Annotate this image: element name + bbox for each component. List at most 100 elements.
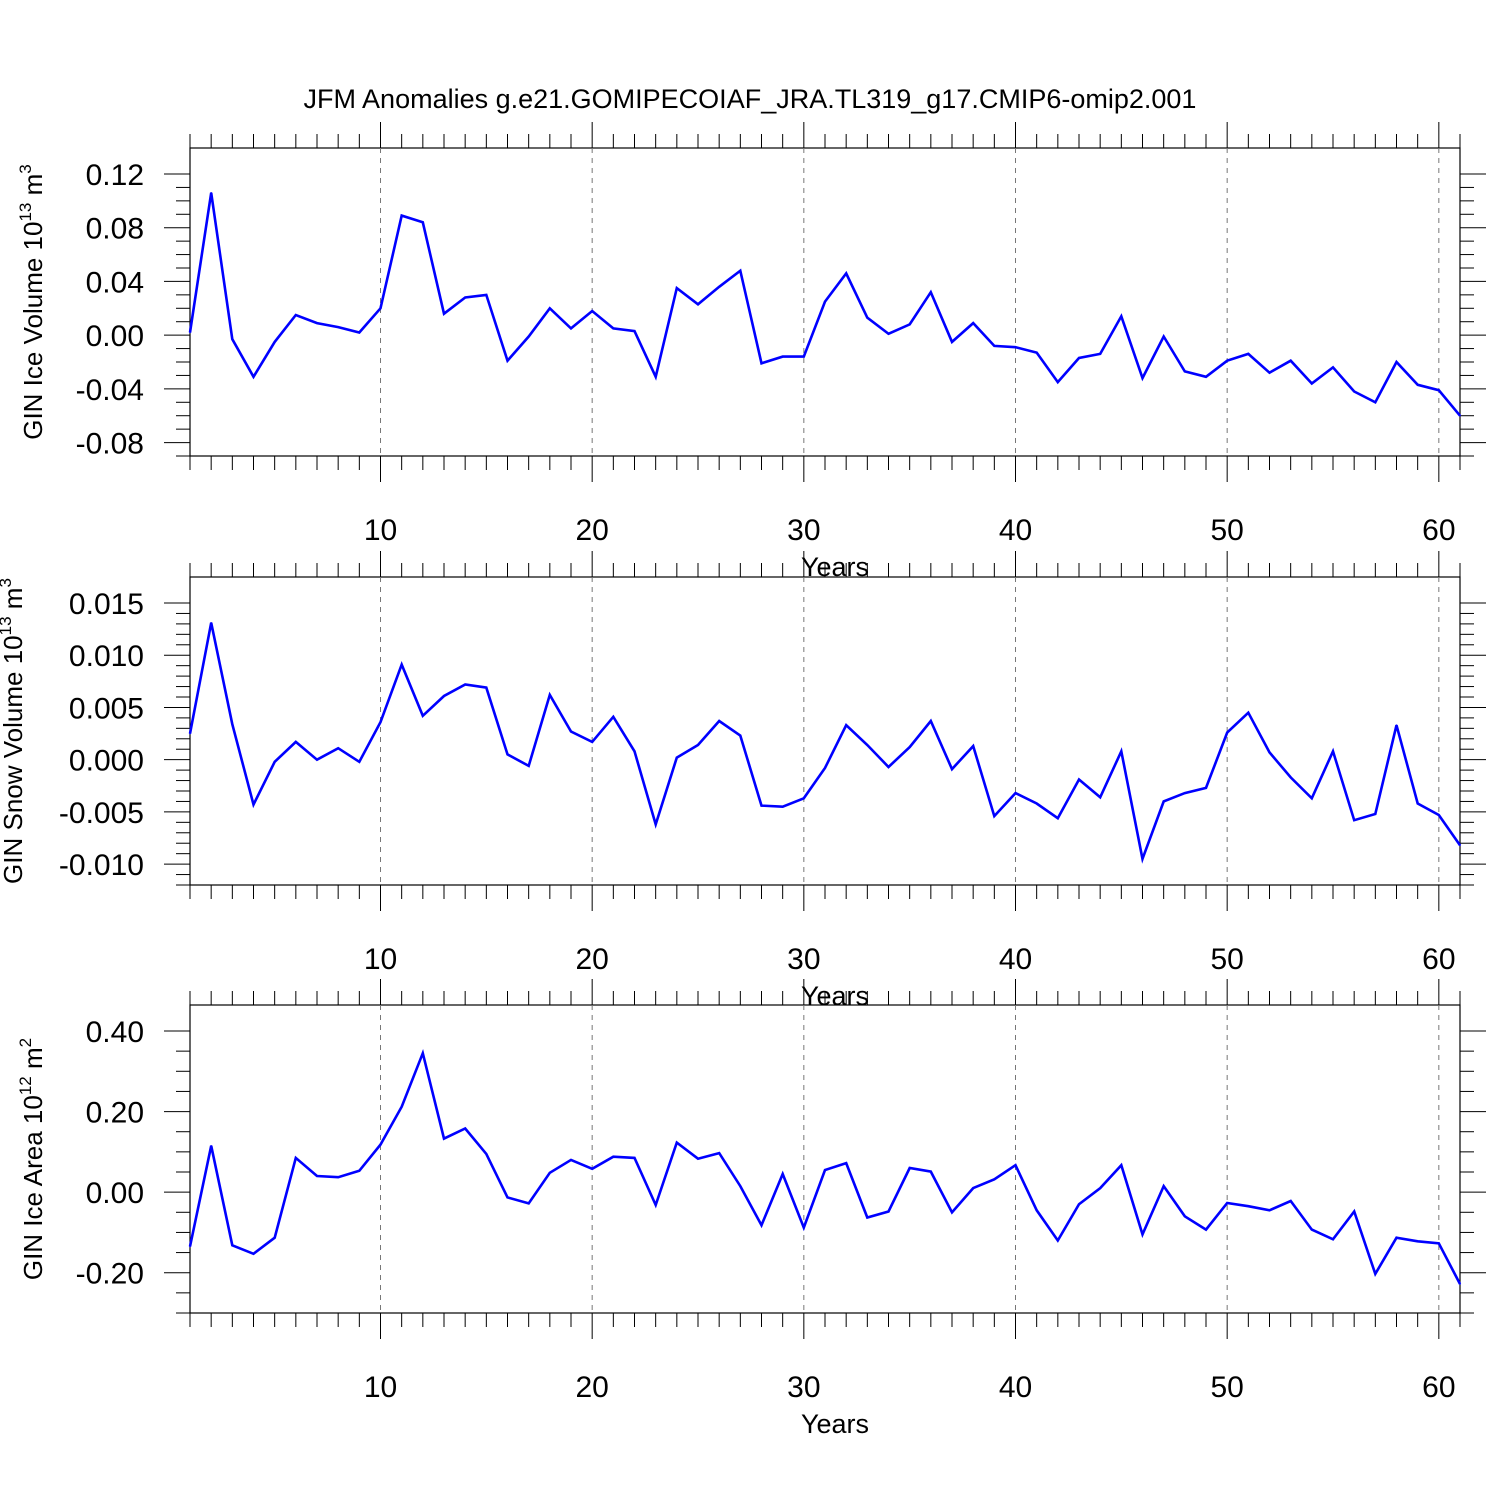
data-point [549,1172,551,1174]
data-point [781,355,784,358]
data-point [951,341,953,343]
x-tick-label: 40 [999,1371,1032,1404]
y-tick-label: 0.00 [86,320,144,353]
x-tick-label: 10 [364,943,397,976]
y-tick-label: 0.12 [86,159,144,192]
data-point [1247,711,1250,714]
data-point [1353,1210,1355,1213]
data-point [422,715,424,717]
data-point [1141,858,1144,860]
data-point [1099,1187,1101,1189]
data-point [1141,1233,1144,1236]
data-point [1289,776,1292,779]
data-point [972,745,974,747]
data-point [739,734,742,737]
data-point [718,720,720,722]
x-tick-label: 30 [787,943,820,976]
y-axis-label-exponent: 13 [0,616,15,635]
data-point [1184,792,1186,794]
x-tick-label: 30 [787,1371,820,1404]
data-point [1332,366,1334,369]
data-point [972,322,974,324]
data-point [697,303,699,306]
data-point [1057,1239,1059,1242]
data-point [422,221,424,224]
data-point [443,1137,445,1140]
data-point [760,1224,763,1226]
x-tick-label: 40 [999,514,1032,547]
data-point [1014,792,1017,794]
data-point [1247,1205,1250,1208]
data-point [1057,381,1059,383]
data-point [337,747,339,749]
data-point [422,1052,424,1054]
data-point [295,314,297,316]
data-point [1416,1240,1419,1243]
data-point [400,663,403,666]
data-point [337,326,339,328]
data-point [358,1169,361,1172]
data-point [252,803,255,806]
data-point [718,286,720,288]
data-point [485,294,488,296]
data-point [887,1210,890,1213]
data-point [1078,778,1080,781]
data-point [1416,384,1419,386]
data-point [1416,802,1419,805]
data-point [908,1167,911,1169]
data-point [1374,813,1377,815]
y-tick-label: 0.000 [69,745,144,778]
data-point [316,322,318,324]
x-tick-label: 60 [1422,1371,1455,1404]
data-point [464,296,466,299]
data-point [739,269,742,272]
data-point [1247,353,1250,355]
data-point [337,1176,339,1179]
data-point [1120,315,1123,318]
x-tick-label: 40 [999,943,1032,976]
data-point [1120,1164,1123,1166]
data-point [633,330,636,332]
data-point [485,686,488,689]
data-point [1374,1273,1377,1275]
x-axis-label: Years [801,981,869,1011]
data-point [316,758,318,761]
data-point [464,1127,466,1130]
y-tick-label: -0.005 [59,797,144,830]
data-point [1438,1242,1440,1245]
data-point [506,359,509,362]
data-point [951,768,953,770]
data-point [1057,817,1059,819]
data-point [908,323,911,326]
data-point [1205,787,1207,789]
panel-ice-volume: 10 20 30 40 50 60-0.08-0.040.000.040.080.12Ye… [16,122,1486,582]
data-point [506,1196,509,1199]
data-point [1459,1283,1461,1285]
y-tick-label: 0.015 [69,588,144,621]
data-point [295,1157,297,1159]
y-axis-label-unit [18,195,48,202]
data-point [1078,1203,1080,1206]
data-point [527,765,530,767]
data-point [1162,335,1165,338]
data-point [443,695,445,697]
y-axis-label-unit-text: m [18,1047,48,1069]
y-axis-label-text: GIN Snow Volume 10 [0,635,28,884]
data-point [760,804,763,807]
data-point [824,767,826,769]
data-point [316,1175,318,1177]
y-axis-label-unit [0,609,28,616]
y-axis-label-unit-text: m [18,174,48,196]
y-axis-label: GIN Ice Area 1012 m2 [16,1038,48,1280]
data-point [1311,1228,1313,1231]
data-point [803,797,805,800]
x-tick-label: 30 [787,514,820,547]
y-tick-label: 0.40 [86,1016,144,1049]
data-point [1162,1185,1165,1187]
x-tick-label: 10 [364,1371,397,1404]
y-tick-label: 0.010 [69,640,144,673]
data-point [845,272,847,275]
data-point [189,1245,191,1248]
data-point [887,766,890,768]
data-point [379,1143,382,1146]
